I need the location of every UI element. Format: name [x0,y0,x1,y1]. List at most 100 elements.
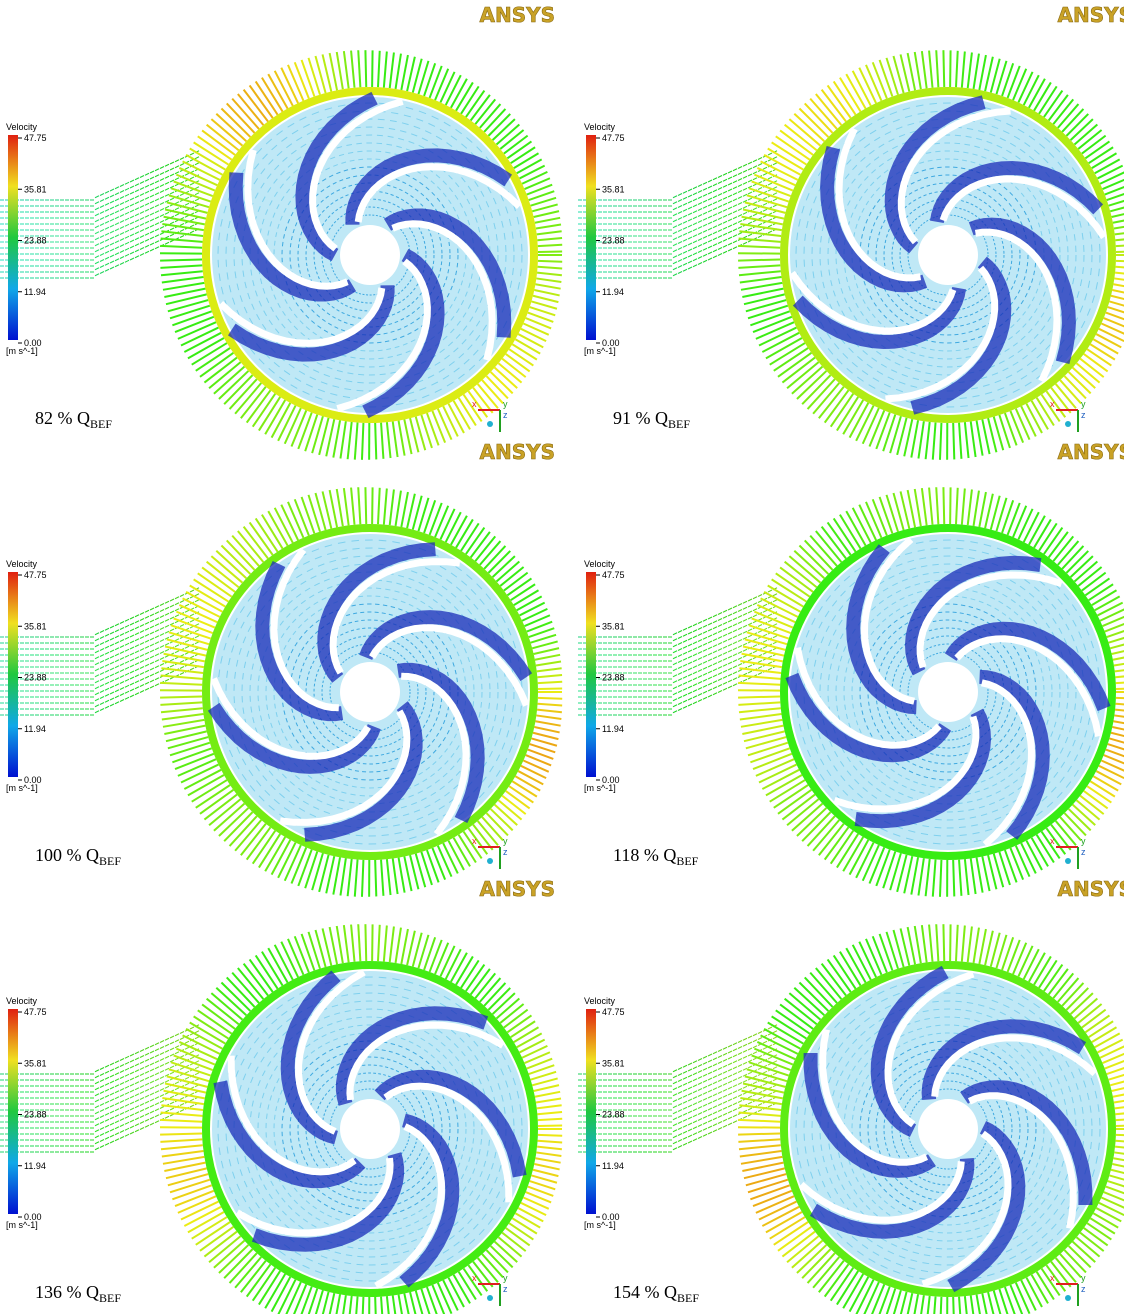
vector [738,197,742,199]
vector [518,334,543,347]
vector [457,263,458,267]
vector [698,185,702,187]
vector [504,573,528,591]
vector [693,241,697,243]
vector [773,187,777,189]
vector [145,640,149,642]
vector [678,224,682,226]
vector [435,506,448,537]
vector [738,215,742,217]
vector [683,251,687,253]
vector [95,256,99,258]
vector [100,266,104,268]
vector [465,676,466,681]
vector [521,329,546,341]
vector [195,624,199,626]
vector [135,633,139,635]
vector [160,227,164,229]
vector [683,245,687,247]
vector [135,250,139,252]
vector [155,654,159,656]
vector [454,838,470,867]
vector [180,595,184,597]
vector [130,234,134,236]
vector [315,679,316,682]
vector [773,199,777,201]
vector [693,211,697,213]
vector [130,665,134,667]
vector [703,248,707,250]
vector [381,208,383,209]
vector [274,241,275,246]
vector [150,207,154,209]
vector [703,236,707,238]
vector [165,601,169,603]
vector [115,648,119,650]
colorbar-label: 35.81 [602,184,625,194]
vector [378,488,380,524]
vector [185,646,189,648]
vector [451,516,467,545]
vector [267,240,268,245]
vector [713,184,717,186]
vector [708,210,712,212]
vector [362,423,363,460]
vector [1002,241,1003,244]
vector [95,687,99,689]
vector [305,852,317,889]
vector [175,651,179,653]
vector [344,51,349,88]
vector [688,249,692,251]
vector [383,654,385,655]
vector [703,254,707,256]
vector [195,163,199,165]
vector [1115,273,1124,276]
vector [155,678,159,680]
vector [703,212,707,214]
vector [401,492,408,527]
vector [155,636,159,638]
vector [355,423,358,460]
vector [160,173,164,175]
vector [140,655,144,657]
impeller [212,534,528,850]
vector [506,354,530,371]
vector [713,202,717,204]
vector [435,69,448,100]
triad-label: y [1081,399,1086,409]
vector [155,217,159,219]
vector [753,208,757,210]
vector [95,705,99,707]
vector [145,688,149,690]
vector [693,199,697,201]
vector [688,225,692,227]
vector [723,233,727,235]
vector [140,206,144,208]
vector [922,51,927,88]
vector [170,234,174,236]
colorbar-label: 47.75 [24,133,47,143]
vector [110,668,114,670]
vector [1095,159,1120,173]
vector [678,272,682,274]
vector [693,217,697,219]
vector [195,199,199,201]
vector [155,169,159,171]
vector [170,174,174,176]
vector [165,212,169,214]
vector [162,224,203,230]
vector [180,631,184,633]
vector [693,223,697,225]
vector [175,214,179,216]
vector [165,206,169,208]
vector [673,202,677,204]
vector [100,667,104,669]
vector [140,649,144,651]
vector [743,194,747,196]
panel: Velocity47.7535.8123.8811.940.00[m s^-1]… [0,440,562,897]
vector [115,660,119,662]
vector [190,590,194,592]
vector [693,205,697,207]
vector [1026,404,1042,433]
vector [957,216,959,217]
